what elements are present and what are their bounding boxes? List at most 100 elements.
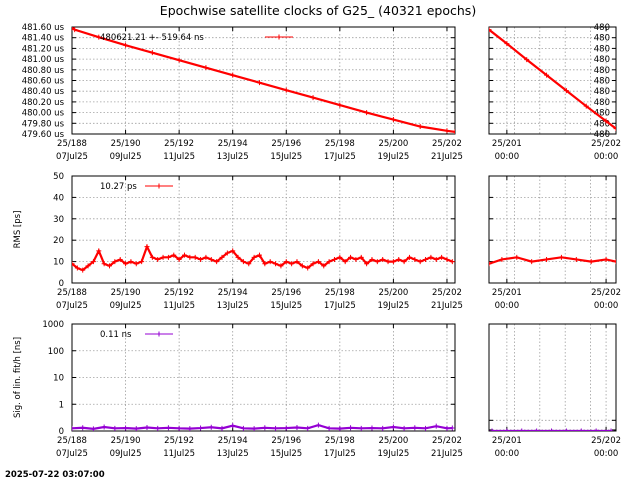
data-point	[390, 117, 396, 123]
y-tick-label: 480	[594, 87, 610, 97]
data-point	[283, 425, 289, 431]
data-point	[544, 72, 550, 78]
data-point	[544, 256, 550, 262]
data-point	[364, 261, 370, 267]
y-tick-label: 1	[59, 400, 64, 410]
x-tick-label: 00:00	[495, 449, 520, 459]
data-point	[406, 254, 412, 260]
y-tick-label: 100	[48, 347, 64, 357]
x-tick-label: 25/198	[325, 139, 355, 149]
x-tick-label: 21Jul25	[431, 301, 463, 311]
x-tick-label: 25/190	[111, 436, 141, 446]
data-point	[524, 57, 530, 63]
x-tick-label: 25/192	[164, 436, 194, 446]
x-tick-label: 00:00	[594, 301, 619, 311]
data-point	[208, 424, 214, 430]
y-tick-label: 480	[594, 119, 610, 129]
data-point	[123, 425, 129, 431]
data-point	[412, 256, 418, 262]
data-point	[417, 124, 423, 130]
data-point	[155, 425, 161, 431]
data-point	[198, 425, 204, 431]
data-point	[80, 267, 86, 273]
legend-label: 0.11 ns	[100, 330, 132, 340]
x-tick-label: 21Jul25	[431, 152, 463, 162]
data-point	[230, 423, 236, 429]
data-point	[380, 256, 386, 262]
data-point	[337, 426, 343, 431]
data-point	[364, 110, 370, 116]
y-tick-label: 479.60 us	[22, 130, 65, 140]
data-point	[385, 259, 391, 265]
data-point	[72, 261, 75, 267]
data-point	[489, 27, 492, 33]
data-point	[353, 256, 359, 262]
x-tick-label: 15Jul25	[270, 449, 302, 459]
data-point	[573, 256, 579, 262]
x-tick-label: 07Jul25	[56, 301, 88, 311]
y-tick-label: 10	[53, 374, 64, 384]
data-point	[160, 254, 166, 260]
y-tick-label: 480	[594, 23, 610, 33]
x-tick-label: 07Jul25	[56, 449, 88, 459]
data-point	[106, 263, 112, 269]
data-point	[578, 428, 584, 431]
x-tick-label: 25/202	[432, 436, 462, 446]
x-tick-label: 25/201	[492, 139, 522, 149]
data-point	[192, 254, 198, 260]
x-tick-label: 25/196	[271, 288, 301, 298]
data-point	[358, 254, 364, 260]
data-point	[155, 256, 161, 262]
data-point	[149, 50, 155, 56]
x-tick-label: 13Jul25	[217, 152, 249, 162]
data-point	[534, 428, 540, 431]
data-point	[603, 256, 609, 262]
data-point	[444, 128, 450, 134]
data-point	[369, 425, 375, 431]
data-point	[80, 425, 86, 431]
series-line	[489, 28, 616, 130]
x-tick-label: 25/188	[57, 288, 87, 298]
y-tick-label: 480.20 us	[22, 98, 65, 108]
data-point	[529, 259, 535, 265]
x-tick-label: 25/202	[591, 139, 621, 149]
x-tick-label: 11Jul25	[163, 449, 195, 459]
data-point	[72, 425, 75, 431]
x-tick-label: 25/202	[432, 288, 462, 298]
x-tick-label: 13Jul25	[217, 301, 249, 311]
data-point	[101, 424, 107, 430]
y-axis-label: RMS [ps]	[13, 211, 23, 249]
y-tick-label: 50	[53, 172, 64, 182]
y-tick-label: 1000	[42, 320, 64, 330]
data-point	[176, 425, 182, 431]
data-point	[72, 27, 75, 31]
x-tick-label: 15Jul25	[270, 301, 302, 311]
data-point	[85, 263, 91, 269]
data-point	[433, 423, 439, 429]
x-tick-label: 25/202	[591, 436, 621, 446]
y-tick-label: 479.80 us	[22, 119, 65, 129]
plot-frame	[71, 175, 456, 284]
data-point	[187, 254, 193, 260]
x-tick-label: 00:00	[594, 449, 619, 459]
data-point	[305, 425, 311, 431]
plot-frame	[488, 175, 617, 284]
x-tick-label: 19Jul25	[377, 301, 409, 311]
data-point	[294, 259, 300, 265]
panel-rms-main: 0 10 20 30 40 50 25/188 07Jul25 25/190 09Jul25 25/…	[13, 172, 463, 311]
data-point	[514, 254, 520, 260]
data-point	[348, 254, 354, 260]
data-point	[444, 425, 450, 431]
data-point	[337, 254, 343, 260]
data-point	[374, 259, 380, 265]
data-point	[489, 428, 495, 431]
data-point	[608, 428, 614, 431]
data-point	[171, 252, 177, 258]
data-point	[176, 57, 182, 63]
data-point	[299, 263, 305, 269]
x-tick-label: 25/192	[164, 288, 194, 298]
legend-label: 10.27 ps	[100, 182, 137, 192]
data-marks	[489, 254, 616, 267]
data-point	[251, 426, 257, 431]
